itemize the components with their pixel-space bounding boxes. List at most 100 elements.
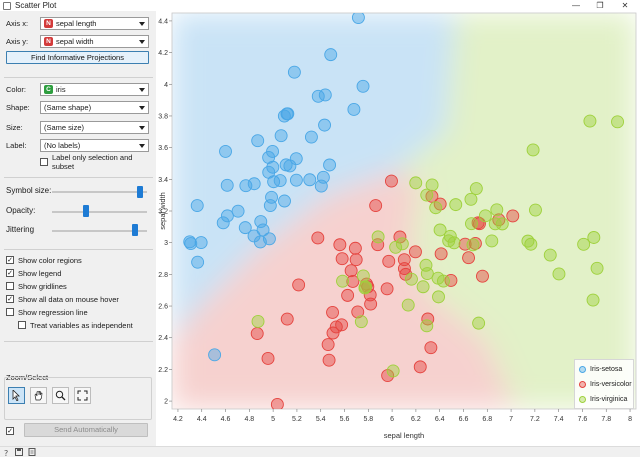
data-point-iris-setosa[interactable] xyxy=(323,158,337,172)
data-point-iris-setosa[interactable] xyxy=(266,160,280,174)
data-point-iris-virginica[interactable] xyxy=(420,267,434,281)
treat-independent-checkbox[interactable]: Treat variables as independent xyxy=(18,319,133,331)
data-point-iris-setosa[interactable] xyxy=(278,194,291,208)
data-point-iris-setosa[interactable] xyxy=(254,215,268,228)
report-icon[interactable] xyxy=(28,448,36,456)
send-auto-checkbox[interactable]: ✓ xyxy=(6,425,18,437)
data-point-iris-setosa[interactable] xyxy=(283,159,297,173)
data-point-iris-virginica[interactable] xyxy=(590,261,604,275)
data-point-iris-virginica[interactable] xyxy=(336,274,349,288)
data-point-iris-virginica[interactable] xyxy=(433,223,447,237)
data-point-iris-versicolor[interactable] xyxy=(421,312,435,326)
shape-select[interactable]: (Same shape) xyxy=(40,100,149,114)
data-point-iris-versicolor[interactable] xyxy=(382,254,396,268)
data-point-iris-virginica[interactable] xyxy=(524,237,538,251)
data-point-iris-versicolor[interactable] xyxy=(409,245,422,259)
checkbox-box[interactable] xyxy=(6,282,14,290)
data-point-iris-virginica[interactable] xyxy=(611,115,624,129)
opacity-slider-handle[interactable] xyxy=(83,205,90,217)
data-point-iris-setosa[interactable] xyxy=(287,65,301,79)
data-point-iris-versicolor[interactable] xyxy=(351,305,365,319)
data-point-iris-versicolor[interactable] xyxy=(363,288,377,302)
data-point-iris-setosa[interactable] xyxy=(277,109,291,123)
data-point-iris-setosa[interactable] xyxy=(314,179,328,193)
data-point-iris-setosa[interactable] xyxy=(347,103,361,116)
data-point-iris-setosa[interactable] xyxy=(274,129,288,143)
data-point-iris-setosa[interactable] xyxy=(184,237,198,250)
data-point-iris-virginica[interactable] xyxy=(432,290,445,304)
data-point-iris-versicolor[interactable] xyxy=(413,360,427,374)
send-automatically-button[interactable]: Send Automatically xyxy=(24,423,148,437)
data-point-iris-setosa[interactable] xyxy=(289,152,303,166)
data-point-iris-setosa[interactable] xyxy=(304,130,318,144)
data-point-iris-setosa[interactable] xyxy=(208,348,222,362)
data-point-iris-versicolor[interactable] xyxy=(270,397,284,410)
data-point-iris-versicolor[interactable] xyxy=(492,213,506,227)
data-point-iris-virginica[interactable] xyxy=(529,203,542,217)
data-point-iris-setosa[interactable] xyxy=(263,199,277,212)
data-point-iris-versicolor[interactable] xyxy=(292,278,306,292)
data-point-iris-setosa[interactable] xyxy=(247,177,261,191)
data-point-iris-virginica[interactable] xyxy=(583,114,597,128)
data-point-iris-versicolor[interactable] xyxy=(335,318,349,332)
data-point-iris-versicolor[interactable] xyxy=(349,253,363,267)
data-point-iris-versicolor[interactable] xyxy=(326,326,340,340)
symbol-size-slider-handle[interactable] xyxy=(136,186,143,198)
data-point-iris-versicolor[interactable] xyxy=(346,275,360,288)
data-point-iris-virginica[interactable] xyxy=(420,319,434,333)
checkbox-box[interactable]: ✓ xyxy=(6,269,14,277)
show-color-regions-checkbox[interactable]: ✓ Show color regions xyxy=(6,254,82,266)
size-select[interactable]: (Same size) xyxy=(40,120,149,134)
axis-y-select[interactable]: N sepal width xyxy=(40,34,149,48)
data-point-iris-virginica[interactable] xyxy=(251,315,265,328)
data-point-iris-setosa[interactable] xyxy=(191,255,205,269)
data-point-iris-virginica[interactable] xyxy=(478,209,492,223)
data-point-iris-setosa[interactable] xyxy=(318,118,332,132)
label-select[interactable]: (No labels) xyxy=(40,138,149,152)
data-point-iris-setosa[interactable] xyxy=(194,236,208,250)
data-point-iris-versicolor[interactable] xyxy=(369,199,383,213)
data-point-iris-versicolor[interactable] xyxy=(280,312,294,326)
data-point-iris-virginica[interactable] xyxy=(526,143,540,157)
data-point-iris-setosa[interactable] xyxy=(265,190,278,204)
data-point-iris-versicolor[interactable] xyxy=(397,253,411,267)
data-point-iris-setosa[interactable] xyxy=(303,173,317,187)
data-point-iris-virginica[interactable] xyxy=(356,269,370,283)
data-point-iris-versicolor[interactable] xyxy=(434,247,448,261)
zoom-button[interactable] xyxy=(52,387,69,404)
data-point-iris-virginica[interactable] xyxy=(443,229,457,243)
data-point-iris-virginica[interactable] xyxy=(490,203,504,217)
data-point-iris-versicolor[interactable] xyxy=(506,209,520,223)
data-point-iris-versicolor[interactable] xyxy=(476,269,489,283)
data-point-iris-versicolor[interactable] xyxy=(321,338,335,351)
data-point-iris-versicolor[interactable] xyxy=(462,251,475,265)
opacity-slider[interactable] xyxy=(52,211,147,213)
data-point-iris-versicolor[interactable] xyxy=(425,189,439,203)
data-point-iris-setosa[interactable] xyxy=(256,223,270,237)
save-icon[interactable] xyxy=(15,448,23,456)
data-point-iris-versicolor[interactable] xyxy=(311,231,325,245)
data-point-iris-versicolor[interactable] xyxy=(364,297,378,311)
data-point-iris-setosa[interactable] xyxy=(289,173,303,187)
help-icon[interactable]: ? xyxy=(3,448,11,457)
data-point-iris-setosa[interactable] xyxy=(351,12,365,24)
checkbox-box[interactable] xyxy=(18,321,26,329)
data-point-iris-setosa[interactable] xyxy=(239,179,253,193)
data-point-iris-virginica[interactable] xyxy=(488,217,502,231)
data-point-iris-virginica[interactable] xyxy=(543,248,557,262)
data-point-iris-versicolor[interactable] xyxy=(261,352,275,365)
data-point-iris-virginica[interactable] xyxy=(464,192,478,206)
symbol-size-slider[interactable] xyxy=(52,191,147,193)
data-point-iris-setosa[interactable] xyxy=(238,221,252,235)
data-point-iris-virginica[interactable] xyxy=(495,217,509,231)
data-point-iris-versicolor[interactable] xyxy=(344,264,358,278)
data-point-iris-virginica[interactable] xyxy=(371,230,385,244)
checkbox-box[interactable]: ✓ xyxy=(6,427,14,435)
find-informative-projections-button[interactable]: Find Informative Projections xyxy=(6,51,149,64)
plot-legend[interactable]: Iris-setosa Iris-versicolor Iris-virgini… xyxy=(574,359,634,409)
minimize-icon[interactable]: — xyxy=(572,1,580,10)
data-point-iris-virginica[interactable] xyxy=(429,201,443,215)
show-regression-checkbox[interactable]: Show regression line xyxy=(6,306,88,318)
data-point-iris-versicolor[interactable] xyxy=(424,341,438,355)
data-point-iris-setosa[interactable] xyxy=(220,178,234,192)
